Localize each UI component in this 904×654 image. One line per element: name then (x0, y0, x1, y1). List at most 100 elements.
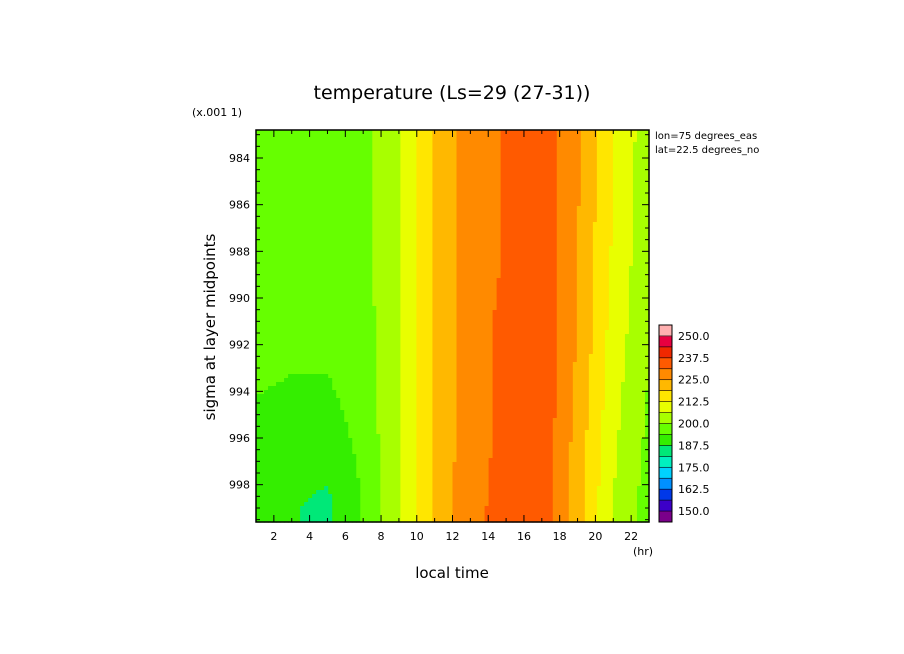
heatmap-cell (320, 134, 325, 139)
heatmap-cell (336, 138, 341, 143)
heatmap-cell (344, 190, 349, 195)
heatmap-cell (336, 266, 341, 271)
heatmap-cell (408, 306, 413, 311)
heatmap-cell (504, 250, 510, 255)
heatmap-cell (476, 158, 482, 163)
heatmap-cell (280, 218, 285, 223)
heatmap-cell (468, 174, 474, 179)
heatmap-cell (564, 322, 570, 327)
heatmap-cell (432, 202, 438, 207)
heatmap-cell (616, 150, 622, 155)
heatmap-cell (404, 150, 409, 155)
heatmap-cell (520, 162, 526, 167)
heatmap-cell (556, 278, 562, 283)
heatmap-cell (320, 306, 325, 311)
heatmap-cell (592, 138, 598, 143)
heatmap-cell (412, 330, 418, 335)
heatmap-cell (304, 322, 309, 327)
heatmap-cell (344, 234, 349, 239)
heatmap-cell (540, 182, 546, 187)
heatmap-cell (456, 306, 462, 311)
heatmap-cell (564, 326, 570, 331)
heatmap-cell (452, 222, 458, 227)
heatmap-cell (588, 174, 594, 179)
heatmap-cell (416, 166, 422, 171)
heatmap-cell (592, 146, 598, 151)
heatmap-cell (424, 302, 430, 307)
heatmap-cell (444, 202, 450, 207)
heatmap-cell (628, 274, 634, 279)
heatmap-cell (452, 282, 458, 287)
heatmap-cell (288, 170, 293, 175)
heatmap-cell (580, 146, 586, 151)
heatmap-cell (552, 230, 558, 235)
heatmap-cell (548, 146, 554, 151)
heatmap-cell (264, 286, 269, 291)
heatmap-cell (368, 166, 373, 171)
heatmap-cell (308, 170, 313, 175)
heatmap-cell (264, 310, 269, 315)
heatmap-cell (624, 270, 630, 275)
heatmap-cell (328, 322, 333, 327)
heatmap-cell (436, 150, 442, 155)
heatmap-cell (260, 138, 265, 143)
heatmap-cell (560, 150, 566, 155)
heatmap-cell (504, 162, 510, 167)
heatmap-cell (460, 238, 466, 243)
heatmap-cell (420, 294, 426, 299)
heatmap-cell (588, 186, 594, 191)
heatmap-cell (572, 230, 578, 235)
heatmap-cell (496, 318, 502, 323)
heatmap-cell (320, 150, 325, 155)
heatmap-cell (436, 282, 442, 287)
heatmap-cell (528, 182, 534, 187)
heatmap-cell (364, 326, 369, 331)
heatmap-cell (328, 138, 333, 143)
heatmap-cell (544, 154, 550, 159)
heatmap-cell (264, 306, 269, 311)
heatmap-cell (516, 190, 522, 195)
heatmap-cell (468, 306, 474, 311)
heatmap-cell (564, 310, 570, 315)
heatmap-cell (336, 234, 341, 239)
heatmap-cell (580, 242, 586, 247)
heatmap-cell (536, 138, 542, 143)
heatmap-cell (620, 218, 626, 223)
heatmap-cell (320, 242, 325, 247)
heatmap-cell (400, 322, 405, 327)
heatmap-cell (300, 190, 305, 195)
heatmap-cell (340, 242, 345, 247)
heatmap-cell (328, 182, 333, 187)
heatmap-cell (412, 162, 418, 167)
heatmap-cell (412, 318, 418, 323)
heatmap-cell (268, 230, 273, 235)
heatmap-cell (452, 174, 458, 179)
heatmap-cell (572, 206, 578, 211)
heatmap-cell (452, 146, 458, 151)
heatmap-cell (548, 130, 554, 135)
heatmap-cell (544, 214, 550, 219)
heatmap-cell (292, 242, 297, 247)
heatmap-cell (416, 134, 422, 139)
heatmap-cell (304, 310, 309, 315)
heatmap-cell (516, 146, 522, 151)
heatmap-cell (408, 254, 413, 259)
heatmap-cell (488, 314, 494, 319)
heatmap-cell (360, 242, 365, 247)
heatmap-cell (512, 134, 518, 139)
heatmap-cell (644, 134, 650, 139)
heatmap-cell (344, 182, 349, 187)
heatmap-cell (476, 286, 482, 291)
heatmap-cell (456, 198, 462, 203)
heatmap-cell (552, 274, 558, 279)
heatmap-cell (380, 154, 385, 159)
heatmap-cell (396, 254, 401, 259)
heatmap-cell (604, 190, 610, 195)
heatmap-cell (276, 130, 281, 135)
heatmap-cell (448, 286, 454, 291)
heatmap-cell (360, 142, 365, 147)
heatmap-cell (356, 226, 361, 231)
heatmap-cell (580, 246, 586, 251)
heatmap-cell (404, 310, 409, 315)
heatmap-cell (644, 190, 650, 195)
